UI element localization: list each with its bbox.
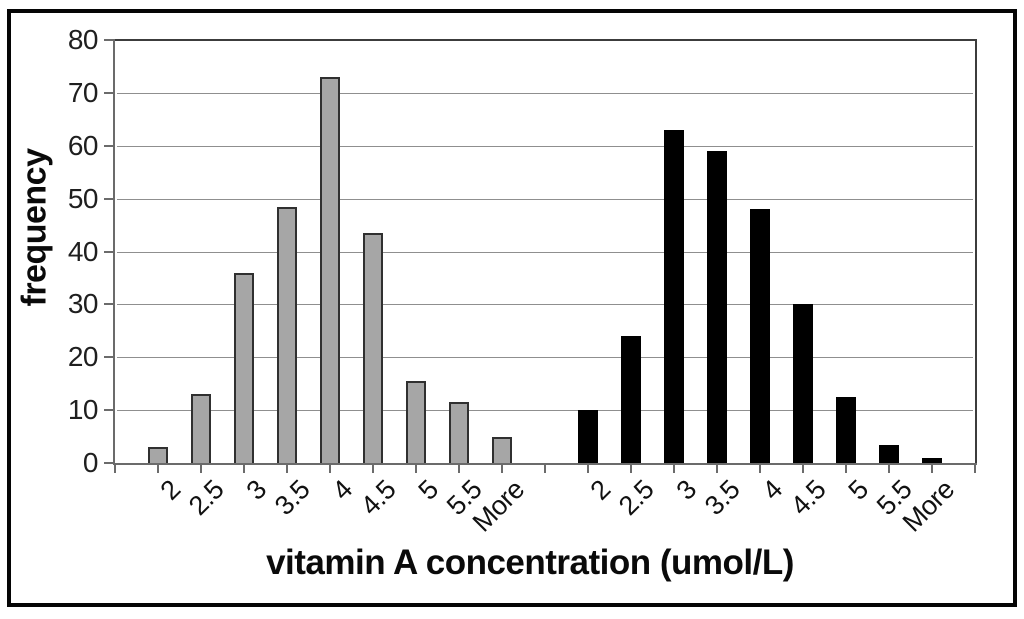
x-axis-tick: [630, 464, 632, 473]
bar-gray-group-3: [234, 272, 254, 463]
y-axis-label: 40: [67, 235, 99, 267]
y-axis-tick: [104, 197, 114, 200]
x-axis-tick: [243, 464, 245, 473]
y-axis-label: 50: [67, 182, 99, 214]
y-axis-tick: [104, 144, 114, 147]
bar-gray-group-4: [320, 77, 340, 463]
y-axis-tick: [104, 303, 114, 306]
plot-area: [115, 40, 975, 463]
x-axis-tick: [931, 464, 933, 473]
x-axis-tick: [974, 464, 976, 473]
y-axis-label: 10: [67, 394, 99, 426]
x-axis-tick: [157, 464, 159, 473]
bar-gray-group-3.5: [277, 206, 297, 463]
gridline: [117, 357, 973, 359]
gridline: [117, 410, 973, 412]
bar-gray-group-2: [148, 447, 168, 463]
bar-gray-group-5.5: [449, 402, 469, 463]
x-axis-tick: [286, 464, 288, 473]
y-axis-title-text: frequency: [15, 148, 54, 307]
plot-top-border: [113, 39, 977, 41]
bar-gray-group-More: [492, 436, 512, 463]
figure-border: [7, 9, 1017, 607]
x-axis-title: vitamin A concentration (umol/L): [266, 543, 794, 582]
y-axis-label: 0: [82, 447, 99, 478]
y-axis-tick: [104, 250, 114, 253]
y-axis-line: [113, 39, 115, 465]
gridline: [117, 304, 973, 306]
x-axis-tick: [200, 464, 202, 473]
x-axis-tick: [673, 464, 675, 473]
x-axis-tick: [759, 464, 761, 473]
x-axis-tick: [501, 464, 503, 473]
x-axis-tick: [802, 464, 804, 473]
bar-gray-group-4.5: [363, 233, 383, 463]
x-axis-tick: [114, 464, 116, 473]
plot-right-border: [975, 39, 977, 465]
y-axis-tick: [104, 39, 114, 41]
gridline: [117, 251, 973, 253]
bar-black-group-4.5: [793, 304, 813, 463]
bar-black-group-More: [922, 457, 942, 463]
x-axis-tick: [845, 464, 847, 473]
y-axis-tick: [104, 356, 114, 359]
x-axis-tick: [329, 464, 331, 473]
y-axis-label: 20: [67, 341, 99, 373]
x-axis-tick: [888, 464, 890, 473]
y-axis-label: 80: [67, 24, 99, 55]
x-axis-tick: [544, 464, 546, 473]
y-axis-label: 30: [67, 288, 99, 320]
x-axis-tick: [415, 464, 417, 473]
x-axis-tick: [587, 464, 589, 473]
bar-black-group-3: [664, 129, 684, 463]
bar-black-group-2.5: [621, 336, 641, 463]
y-axis-label: 70: [67, 76, 99, 108]
bar-gray-group-2.5: [191, 394, 211, 463]
gridline: [117, 92, 973, 94]
x-axis-tick: [372, 464, 374, 473]
gridline: [117, 145, 973, 147]
bar-black-group-3.5: [707, 151, 727, 463]
bar-gray-group-5: [406, 381, 426, 463]
bar-black-group-5: [836, 396, 856, 463]
y-axis-tick: [104, 462, 114, 464]
bar-black-group-2: [578, 410, 598, 463]
y-axis-tick: [104, 409, 114, 412]
y-axis-label: 60: [67, 129, 99, 161]
x-axis-tick: [458, 464, 460, 473]
x-axis-tick: [716, 464, 718, 473]
bar-black-group-4: [750, 209, 770, 463]
bar-black-group-5.5: [879, 444, 899, 463]
gridline: [117, 198, 973, 200]
y-axis-tick: [104, 91, 114, 94]
